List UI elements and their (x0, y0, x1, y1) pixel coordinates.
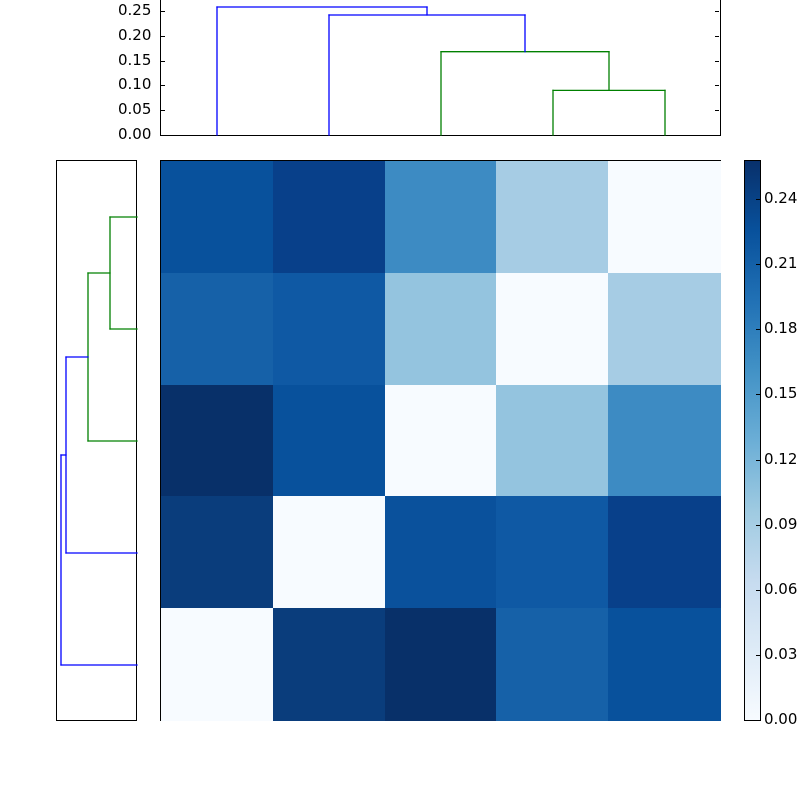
top-ytick-label: 0.10 (118, 75, 152, 94)
top-ytick-label: 0.05 (118, 100, 152, 119)
heatmap-cell (272, 272, 386, 386)
top-ytick-label: 0.15 (118, 50, 152, 69)
colorbar-tick-label: 0.12 (764, 449, 798, 468)
colorbar-tick-label: 0.09 (764, 514, 798, 533)
heatmap-cell (384, 161, 498, 274)
tick-mark (756, 720, 760, 721)
top-ytick-label: 0.20 (118, 25, 152, 44)
heatmap-cell (608, 272, 722, 386)
tick-mark (756, 524, 760, 526)
heatmap-cell (608, 384, 722, 498)
heatmap-cell (384, 272, 498, 386)
heatmap-cell (272, 161, 386, 274)
heatmap-cell (161, 272, 274, 386)
tick-mark (161, 135, 165, 136)
colorbar-tick-label: 0.15 (764, 384, 798, 403)
top-dendrogram-axes (160, 0, 721, 136)
tick-mark (161, 11, 165, 12)
tick-mark (756, 329, 760, 331)
left-dendrogram-axes (56, 160, 138, 721)
heatmap-cell (384, 384, 498, 498)
tick-mark (161, 85, 165, 87)
heatmap-cell (384, 608, 498, 722)
colorbar-tick-label: 0.21 (764, 254, 798, 273)
heatmap-cell (496, 496, 610, 610)
top-dendrogram-lines (216, 6, 666, 136)
heatmap-cell (272, 496, 386, 610)
colorbar-tick-label: 0.06 (764, 579, 798, 598)
tick-mark (715, 60, 719, 62)
tick-mark (161, 60, 165, 62)
heatmap-axes (160, 160, 722, 722)
heatmap-cell (272, 384, 386, 498)
heatmap-cell (161, 608, 274, 722)
heatmap-cell (496, 272, 610, 386)
top-ytick-label: 0.00 (118, 125, 152, 143)
tick-mark (756, 459, 760, 461)
heatmap-cell (608, 161, 722, 274)
heatmap-cell (496, 608, 610, 722)
heatmap-cell (496, 384, 610, 498)
tick-mark (756, 589, 760, 591)
colorbar-tick-label: 0.24 (764, 189, 798, 208)
heatmap-cell (608, 496, 722, 610)
tick-mark (715, 110, 719, 112)
tick-mark (715, 11, 719, 12)
tick-mark (756, 654, 760, 656)
colorbar (744, 160, 761, 721)
tick-mark (715, 85, 719, 87)
colorbar-tick-label: 0.03 (764, 644, 798, 663)
heatmap-cell (161, 161, 274, 274)
tick-mark (756, 394, 760, 396)
left-dendrogram-lines (60, 216, 138, 666)
heatmap-cell (384, 496, 498, 610)
tick-mark (756, 264, 760, 266)
colorbar-tick-label: 0.00 (764, 710, 798, 728)
top-ytick-label: 0.25 (118, 1, 152, 19)
heatmap-cell (608, 608, 722, 722)
heatmap-cell (496, 161, 610, 274)
tick-mark (715, 35, 719, 37)
tick-mark (756, 199, 760, 201)
tick-mark (715, 135, 719, 136)
heatmap-cell (161, 496, 274, 610)
colorbar-tick-label: 0.18 (764, 319, 798, 338)
heatmap-cell (272, 608, 386, 722)
heatmap-cell (161, 384, 274, 498)
tick-mark (161, 35, 165, 37)
tick-mark (161, 110, 165, 112)
